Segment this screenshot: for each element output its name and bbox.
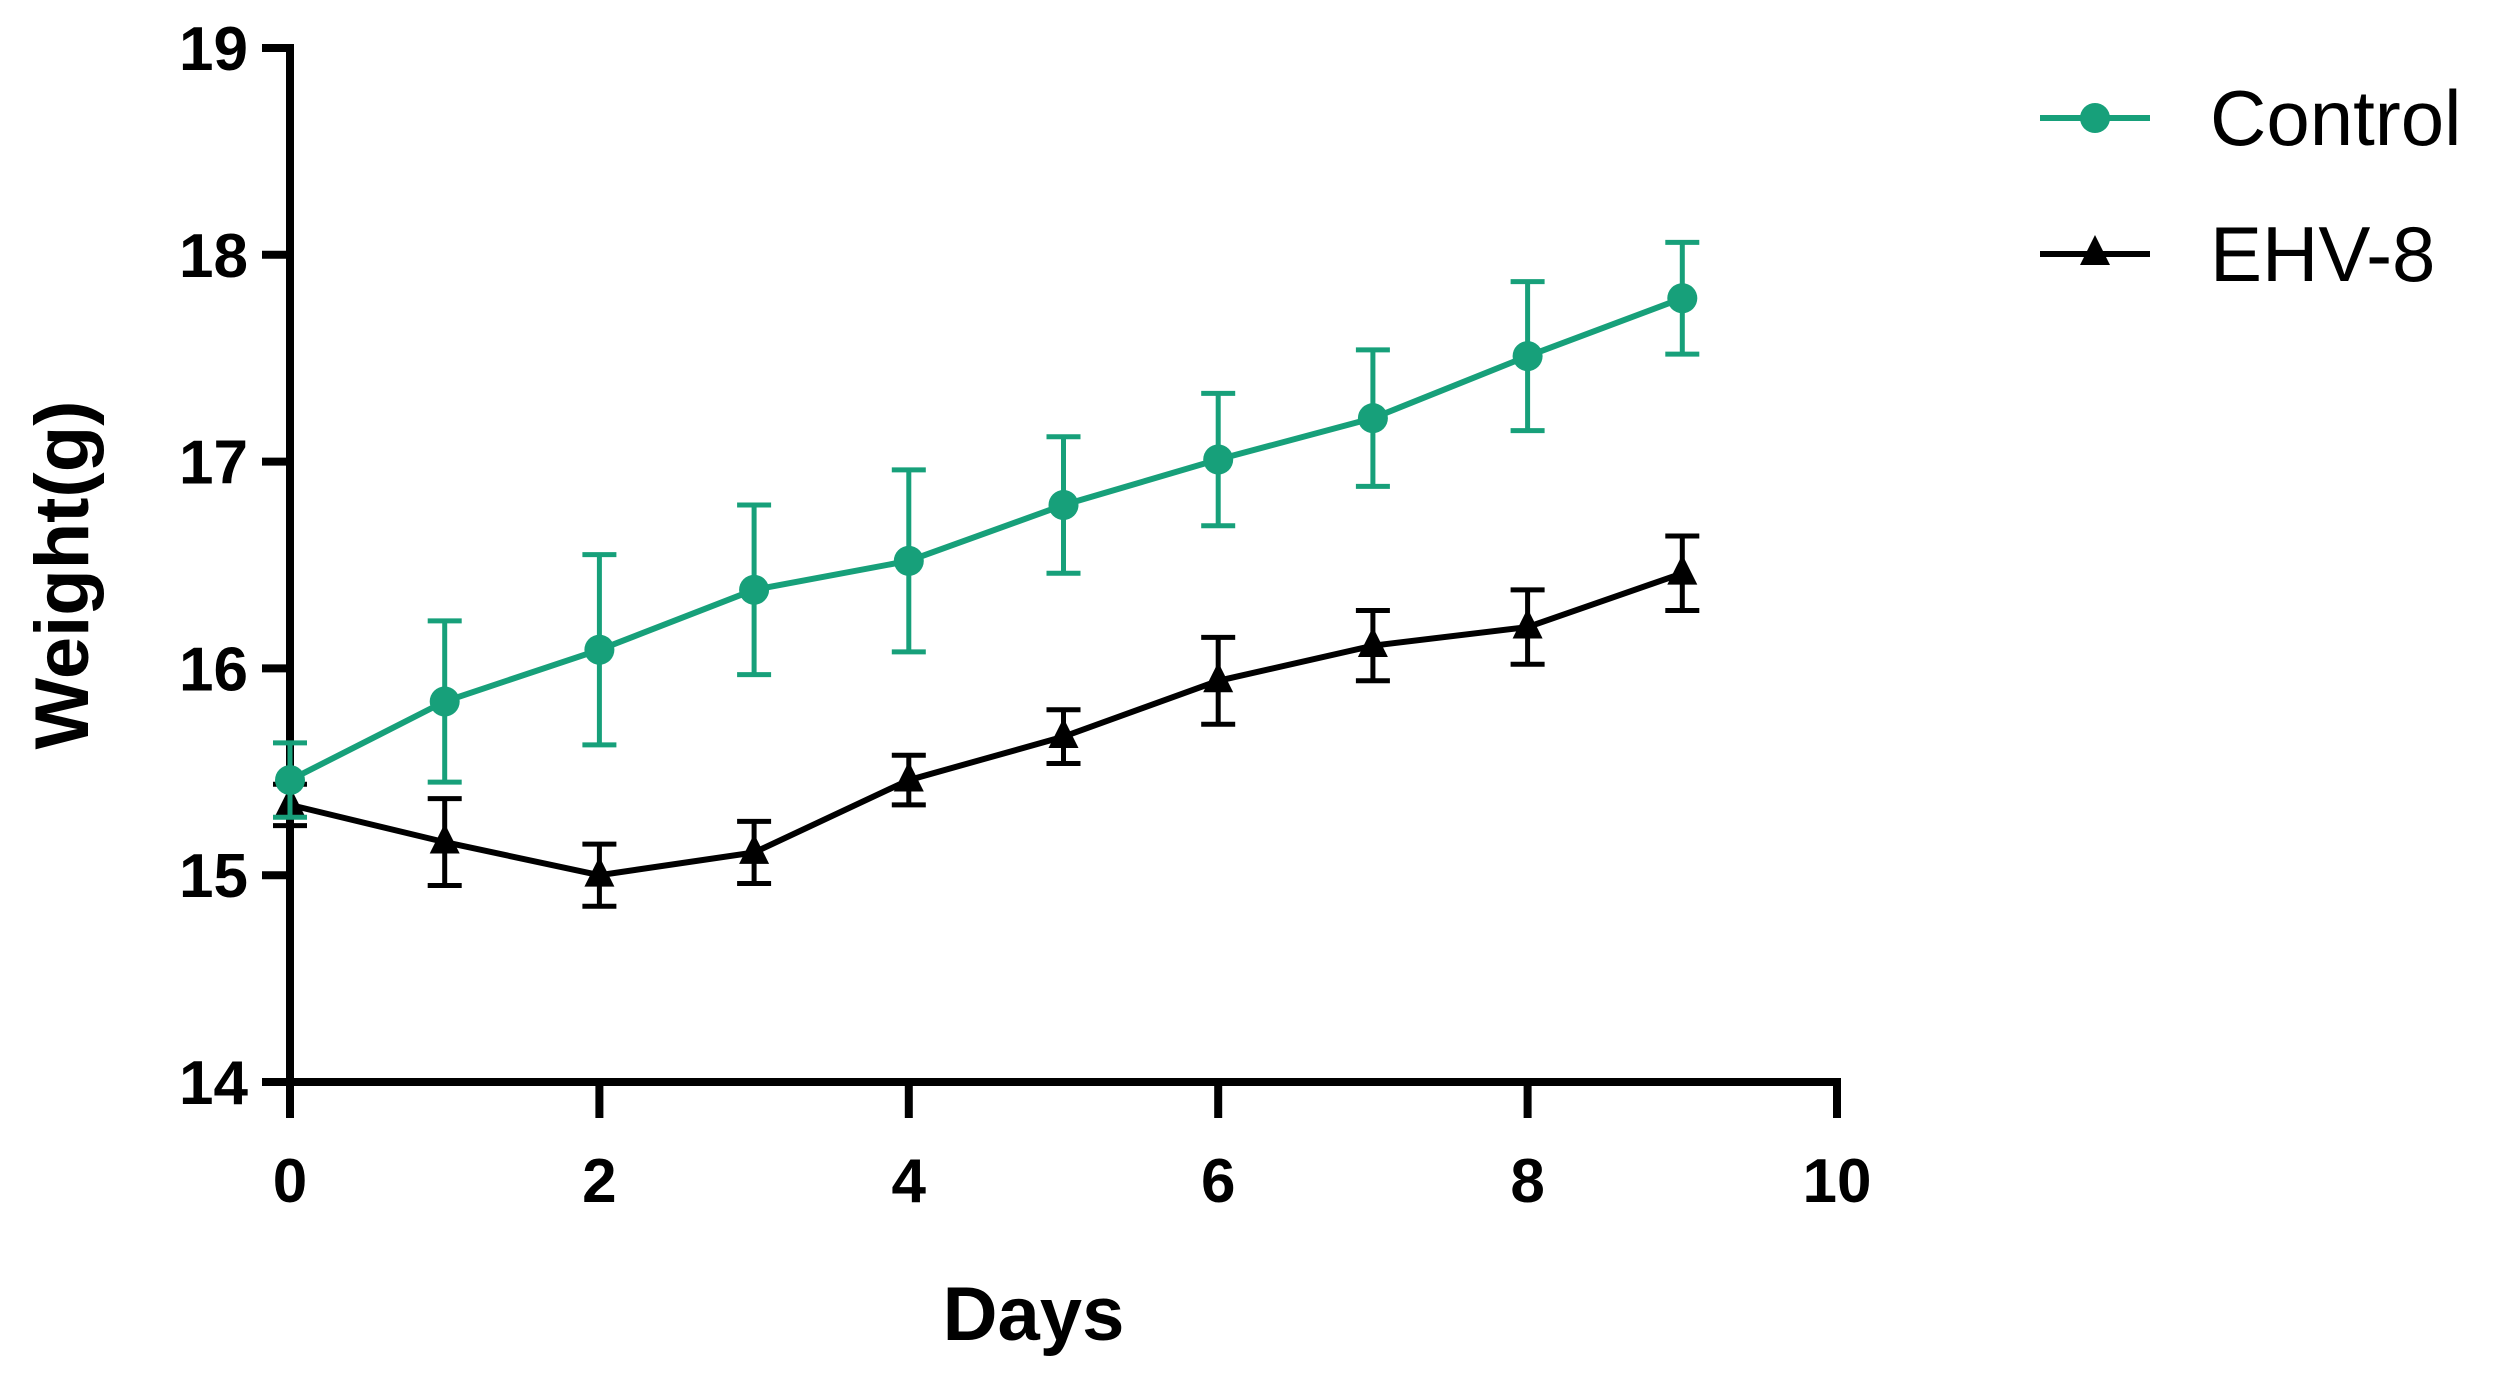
data-point <box>1048 490 1079 521</box>
legend-marker <box>2080 103 2110 133</box>
data-point <box>584 856 615 887</box>
data-point <box>1048 718 1079 749</box>
data-point <box>1667 283 1698 314</box>
data-point <box>275 765 305 796</box>
x-tick-label: 6 <box>1201 1147 1235 1216</box>
data-point <box>739 574 770 605</box>
series-control <box>273 239 1700 820</box>
y-tick-label: 19 <box>179 15 248 84</box>
y-ticks: 14 15 16 17 18 19 <box>179 15 290 1118</box>
x-axis-title: Days <box>943 1272 1125 1357</box>
data-point <box>1203 662 1234 693</box>
data-point <box>429 686 460 717</box>
data-point <box>893 545 924 576</box>
x-tick-label: 4 <box>892 1147 927 1216</box>
data-point <box>1357 403 1388 434</box>
x-tick-label: 2 <box>582 1147 616 1216</box>
y-tick-label: 15 <box>179 842 248 911</box>
series-layer <box>273 239 1700 909</box>
data-point <box>1512 341 1543 372</box>
legend-marker <box>2080 235 2110 265</box>
legend-label: Control <box>2210 74 2461 162</box>
x-tick-label: 0 <box>273 1147 307 1216</box>
series-line-control <box>288 295 1684 783</box>
data-point <box>584 634 615 665</box>
series-ehv-8 <box>273 533 1700 909</box>
axes <box>286 44 1841 1086</box>
data-point <box>1203 444 1234 475</box>
legend-item-ehv-8: EHV-8 <box>2040 210 2435 298</box>
data-point <box>1512 608 1543 639</box>
x-tick-label: 10 <box>1803 1147 1872 1216</box>
y-tick-label: 16 <box>179 635 248 704</box>
y-tick-label: 14 <box>179 1049 248 1118</box>
series-line-ehv-8 <box>289 570 1684 879</box>
legend-label: EHV-8 <box>2210 210 2435 298</box>
y-tick-label: 18 <box>179 222 248 291</box>
data-point <box>429 823 460 854</box>
legend: Control EHV-8 <box>2040 74 2461 298</box>
data-point <box>893 761 924 792</box>
x-tick-label: 8 <box>1510 1147 1544 1216</box>
y-tick-label: 17 <box>179 429 248 498</box>
data-point <box>1667 554 1698 585</box>
y-axis-title: Weight(g) <box>20 401 105 750</box>
x-ticks: 0 2 4 6 8 10 <box>273 1082 1872 1216</box>
data-point <box>739 833 770 864</box>
legend-item-control: Control <box>2040 74 2461 162</box>
data-point <box>1357 627 1388 658</box>
